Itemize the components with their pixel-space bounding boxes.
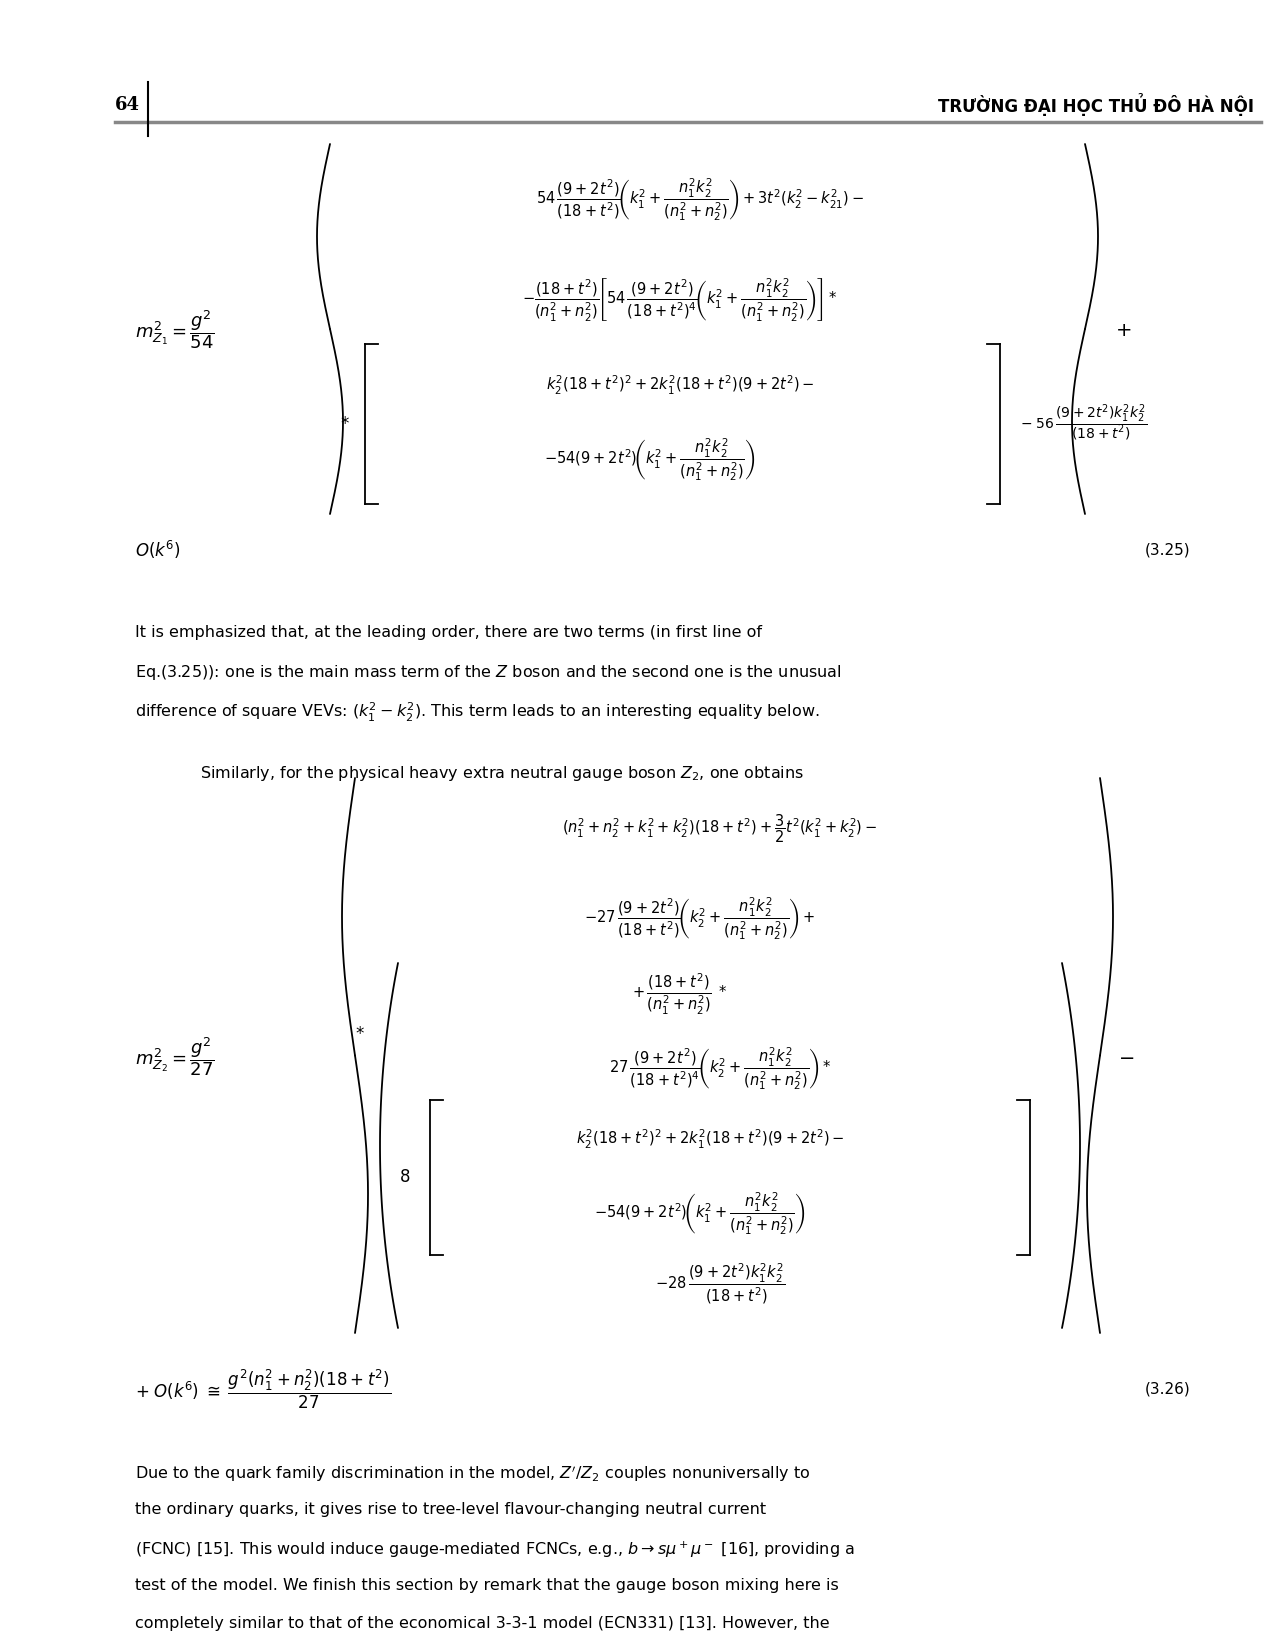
Text: Due to the quark family discrimination in the model, $Z'/Z_2$ couples nonunivers: Due to the quark family discrimination i…	[135, 1463, 810, 1483]
Text: $+\,\dfrac{(18+t^2)}{(n_1^2+n_2^2)}\;*$: $+\,\dfrac{(18+t^2)}{(n_1^2+n_2^2)}\;*$	[632, 971, 727, 1017]
Text: $-$: $-$	[1119, 1046, 1134, 1065]
Text: $k_2^2(18+t^2)^2+2k_1^2(18+t^2)(9+2t^2)-$: $k_2^2(18+t^2)^2+2k_1^2(18+t^2)(9+2t^2)-…	[545, 372, 814, 397]
Text: $+$: $+$	[1115, 320, 1131, 339]
Text: $k_2^2(18+t^2)^2+2k_1^2(18+t^2)(9+2t^2)-$: $k_2^2(18+t^2)^2+2k_1^2(18+t^2)(9+2t^2)-…	[576, 1127, 845, 1150]
Text: (3.26): (3.26)	[1144, 1381, 1190, 1396]
Text: It is emphasized that, at the leading order, there are two terms (in first line : It is emphasized that, at the leading or…	[135, 625, 762, 639]
Text: $27\,\dfrac{(9+2t^2)}{(18+t^2)^4}\!\left(k_2^2+\dfrac{n_1^2k_2^2}{(n_1^2+n_2^2)}: $27\,\dfrac{(9+2t^2)}{(18+t^2)^4}\!\left…	[609, 1045, 831, 1093]
Text: (3.25): (3.25)	[1144, 542, 1190, 557]
Text: test of the model. We finish this section by remark that the gauge boson mixing : test of the model. We finish this sectio…	[135, 1577, 838, 1592]
Text: $m^2_{Z_2} = \dfrac{g^2}{27}$: $m^2_{Z_2} = \dfrac{g^2}{27}$	[135, 1035, 214, 1078]
Text: completely similar to that of the economical 3-3-1 model (ECN331) [13]. However,: completely similar to that of the econom…	[135, 1615, 829, 1630]
Text: $*$: $*$	[355, 1022, 364, 1040]
Text: $(n_1^2+n_2^2+k_1^2+k_2^2)(18+t^2)+\dfrac{3}{2}t^2(k_1^2+k_2^2)-$: $(n_1^2+n_2^2+k_1^2+k_2^2)(18+t^2)+\dfra…	[562, 812, 878, 845]
Text: Similarly, for the physical heavy extra neutral gauge boson $Z_2$, one obtains: Similarly, for the physical heavy extra …	[200, 763, 804, 783]
Text: $-\dfrac{(18+t^2)}{(n_1^2+n_2^2)}\!\left[54\,\dfrac{(9+2t^2)}{(18+t^2)^4}\!\left: $-\dfrac{(18+t^2)}{(n_1^2+n_2^2)}\!\left…	[522, 277, 838, 323]
Text: the ordinary quarks, it gives rise to tree-level flavour-changing neutral curren: the ordinary quarks, it gives rise to tr…	[135, 1501, 766, 1516]
Text: $-54(9+2t^2)\!\left(k_1^2+\dfrac{n_1^2k_2^2}{(n_1^2+n_2^2)}\right)$: $-54(9+2t^2)\!\left(k_1^2+\dfrac{n_1^2k_…	[544, 437, 755, 483]
Text: $8$: $8$	[399, 1167, 410, 1185]
Text: $*$: $*$	[340, 414, 350, 432]
Text: (FCNC) [15]. This would induce gauge-mediated FCNCs, e.g., $b\rightarrow s\mu^+\: (FCNC) [15]. This would induce gauge-med…	[135, 1539, 855, 1559]
Text: $-28\,\dfrac{(9+2t^2)k_1^2k_2^2}{(18+t^2)}$: $-28\,\dfrac{(9+2t^2)k_1^2k_2^2}{(18+t^2…	[655, 1261, 785, 1305]
Text: $+\;O(k^6)\;\cong\;\dfrac{g^2(n_1^2+n_2^2)(18+t^2)}{27}$: $+\;O(k^6)\;\cong\;\dfrac{g^2(n_1^2+n_2^…	[135, 1366, 391, 1409]
Text: difference of square VEVs: $(k_1^2 - k_2^2)$. This term leads to an interesting : difference of square VEVs: $(k_1^2 - k_2…	[135, 700, 819, 723]
Text: 64: 64	[115, 96, 140, 114]
Text: Eq.(3.25)): one is the main mass term of the $Z$ boson and the second one is the: Eq.(3.25)): one is the main mass term of…	[135, 662, 842, 682]
Text: $-27\,\dfrac{(9+2t^2)}{(18+t^2)}\!\left(k_2^2+\dfrac{n_1^2k_2^2}{(n_1^2+n_2^2)}\: $-27\,\dfrac{(9+2t^2)}{(18+t^2)}\!\left(…	[585, 895, 815, 943]
Text: $m^2_{Z_1} = \dfrac{g^2}{54}$: $m^2_{Z_1} = \dfrac{g^2}{54}$	[135, 308, 214, 351]
Text: $-54(9+2t^2)\!\left(k_1^2+\dfrac{n_1^2k_2^2}{(n_1^2+n_2^2)}\right)$: $-54(9+2t^2)\!\left(k_1^2+\dfrac{n_1^2k_…	[594, 1190, 806, 1236]
Text: $54\,\dfrac{(9+2t^2)}{(18+t^2)}\!\left(k_1^2+\dfrac{n_1^2k_2^2}{(n_1^2+n_2^2)}\r: $54\,\dfrac{(9+2t^2)}{(18+t^2)}\!\left(k…	[536, 176, 864, 224]
Text: $-\;56\,\dfrac{(9+2t^2)k_1^2k_2^2}{(18+t^2)}$: $-\;56\,\dfrac{(9+2t^2)k_1^2k_2^2}{(18+t…	[1020, 402, 1147, 443]
Text: $O(k^6)$: $O(k^6)$	[135, 539, 181, 560]
Text: TRƯỜNG ĐẠI HỌC THỦ ĐÔ HÀ NỘI: TRƯỜNG ĐẠI HỌC THỦ ĐÔ HÀ NỘI	[938, 94, 1254, 117]
